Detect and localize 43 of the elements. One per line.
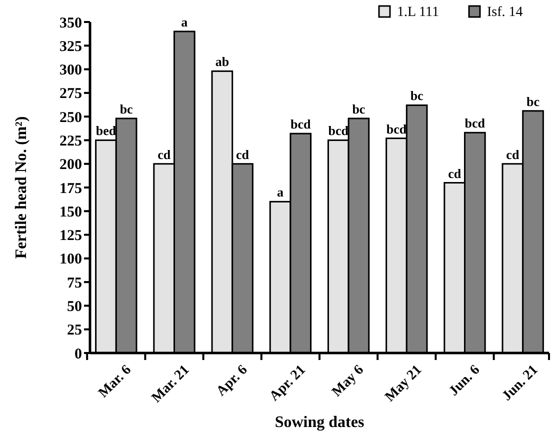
x-tick-label: Apr. 21: [267, 362, 309, 404]
x-axis-title: Sowing dates: [274, 414, 364, 431]
y-tick-label: 300: [60, 62, 82, 79]
x-tick-label: Mar. 21: [149, 362, 193, 406]
y-axis-title: Fertile head No. (m²): [13, 116, 30, 259]
data-label: bcd: [328, 123, 350, 138]
data-label: bc: [120, 101, 134, 116]
y-tick-label: 175: [60, 180, 82, 197]
y-tick-label: 150: [60, 204, 82, 220]
data-label: bc: [410, 88, 424, 104]
x-tick-label: Jun. 6: [446, 362, 484, 400]
data-label: cd: [236, 146, 250, 162]
data-label: cd: [158, 146, 172, 162]
y-tick-label: 125: [60, 228, 82, 244]
data-label: a: [181, 14, 188, 30]
x-tick-label: May 21: [382, 362, 425, 405]
y-tick-label: 275: [60, 86, 82, 102]
data-label: bcd: [290, 116, 312, 132]
y-tick-label: 250: [60, 110, 82, 126]
y-tick-label: 50: [67, 298, 82, 315]
data-label: cd: [448, 166, 462, 181]
data-label: a: [277, 184, 284, 200]
x-tick-label: Jun. 21: [500, 362, 542, 404]
y-tick-label: 325: [60, 38, 82, 55]
data-label: ab: [215, 54, 230, 70]
data-label: bcd: [464, 116, 486, 131]
legend-label: Isf. 14: [487, 5, 523, 20]
data-label: cd: [506, 146, 520, 162]
data-label: bed: [96, 123, 117, 138]
y-tick-label: 75: [67, 275, 82, 292]
y-tick-label: 25: [67, 322, 82, 339]
y-tick-label: 100: [60, 252, 82, 268]
x-tick-label: Apr. 6: [214, 362, 251, 400]
legend-label: 1.L 111: [397, 5, 439, 20]
data-label: bc: [526, 94, 540, 109]
x-tick-label: May 6: [330, 362, 367, 400]
data-label: bcd: [386, 121, 408, 136]
y-tick-label: 200: [60, 157, 82, 174]
x-tick-label: Mar. 6: [96, 362, 134, 401]
data-label: bc: [352, 101, 366, 116]
y-tick-label: 0: [74, 346, 82, 362]
y-tick-label: 350: [60, 15, 82, 32]
y-tick-label: 225: [60, 133, 82, 150]
